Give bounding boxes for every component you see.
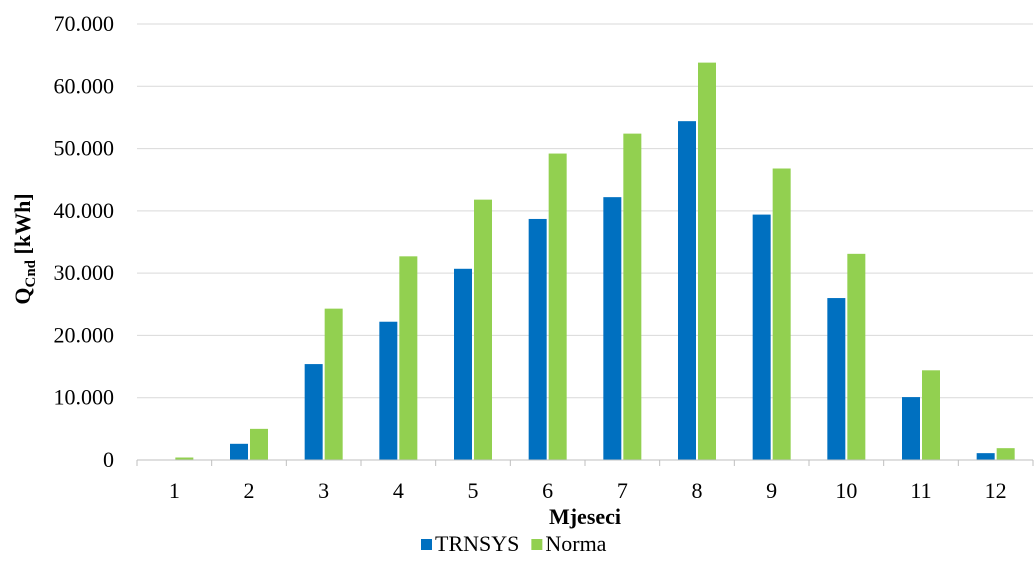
x-tick-label: 1 — [169, 478, 180, 503]
bar-norma-5 — [474, 199, 492, 460]
y-tick-label: 0 — [103, 447, 114, 472]
x-tick-label: 9 — [766, 478, 777, 503]
bar-norma-7 — [623, 133, 642, 460]
x-tick-label: 4 — [393, 478, 404, 503]
x-tick-labels: 1 2 3 4 5 6 7 8 9 10 11 12 — [169, 478, 1007, 503]
bar-norma-11 — [922, 370, 940, 460]
legend-swatch-norma — [531, 539, 543, 550]
bar-trnsys-3 — [304, 364, 323, 460]
x-tick-label: 2 — [244, 478, 255, 503]
bar-trnsys-10 — [827, 298, 846, 460]
bar-norma-10 — [847, 253, 866, 460]
bar-norma-6 — [548, 153, 567, 460]
y-tick-label: 40.000 — [54, 198, 115, 223]
y-tick-label: 10.000 — [54, 385, 115, 410]
y-tick-labels: 0 10.000 20.000 30.000 40.000 50.000 60.000 70.… — [54, 11, 115, 472]
legend-swatch-trnsys — [421, 539, 432, 550]
y-tick-label: 70.000 — [54, 11, 115, 36]
gridlines — [137, 23, 1033, 399]
legend-label-trnsys: TRNSYS — [435, 531, 519, 556]
bar-trnsys-8 — [678, 121, 696, 460]
bar-norma-1 — [175, 457, 194, 460]
y-axis-title-main: Q — [10, 288, 35, 305]
x-tick-label: 5 — [468, 478, 479, 503]
x-tick-label: 10 — [835, 478, 857, 503]
legend-label-norma: Norma — [545, 531, 606, 556]
bar-norma-12 — [996, 448, 1015, 460]
y-tick-label: 20.000 — [54, 322, 115, 347]
bar-trnsys-5 — [454, 268, 472, 460]
bar-norma-4 — [399, 256, 418, 460]
x-tick-label: 3 — [318, 478, 329, 503]
bar-norma-9 — [772, 168, 791, 460]
bars — [175, 62, 1015, 461]
y-tick-label: 60.000 — [54, 73, 115, 98]
bar-norma-3 — [324, 308, 343, 460]
y-tick-label: 30.000 — [54, 260, 115, 285]
bar-trnsys-2 — [230, 443, 248, 460]
bar-trnsys-7 — [603, 197, 622, 460]
bar-norma-8 — [698, 62, 716, 461]
bar-trnsys-4 — [379, 321, 398, 460]
y-tick-label: 50.000 — [54, 136, 115, 161]
x-tick-label: 12 — [985, 478, 1007, 503]
bar-trnsys-9 — [752, 214, 771, 460]
x-tick-label: 6 — [542, 478, 553, 503]
bar-trnsys-11 — [902, 397, 920, 460]
y-axis-title-unit: [kWh] — [10, 193, 35, 260]
legend: TRNSYS Norma — [421, 531, 607, 556]
bar-norma-2 — [250, 428, 268, 460]
axes — [136, 459, 1034, 466]
bar-trnsys-6 — [528, 218, 547, 460]
y-axis-title: QCnd [kWh] — [10, 193, 39, 304]
y-axis-title-subscript: Cnd — [23, 259, 39, 287]
x-tick-label: 11 — [910, 478, 931, 503]
bar-trnsys-12 — [976, 453, 995, 460]
x-tick-label: 7 — [617, 478, 628, 503]
x-axis-title: Mjeseci — [549, 504, 621, 529]
x-tick-label: 8 — [692, 478, 703, 503]
